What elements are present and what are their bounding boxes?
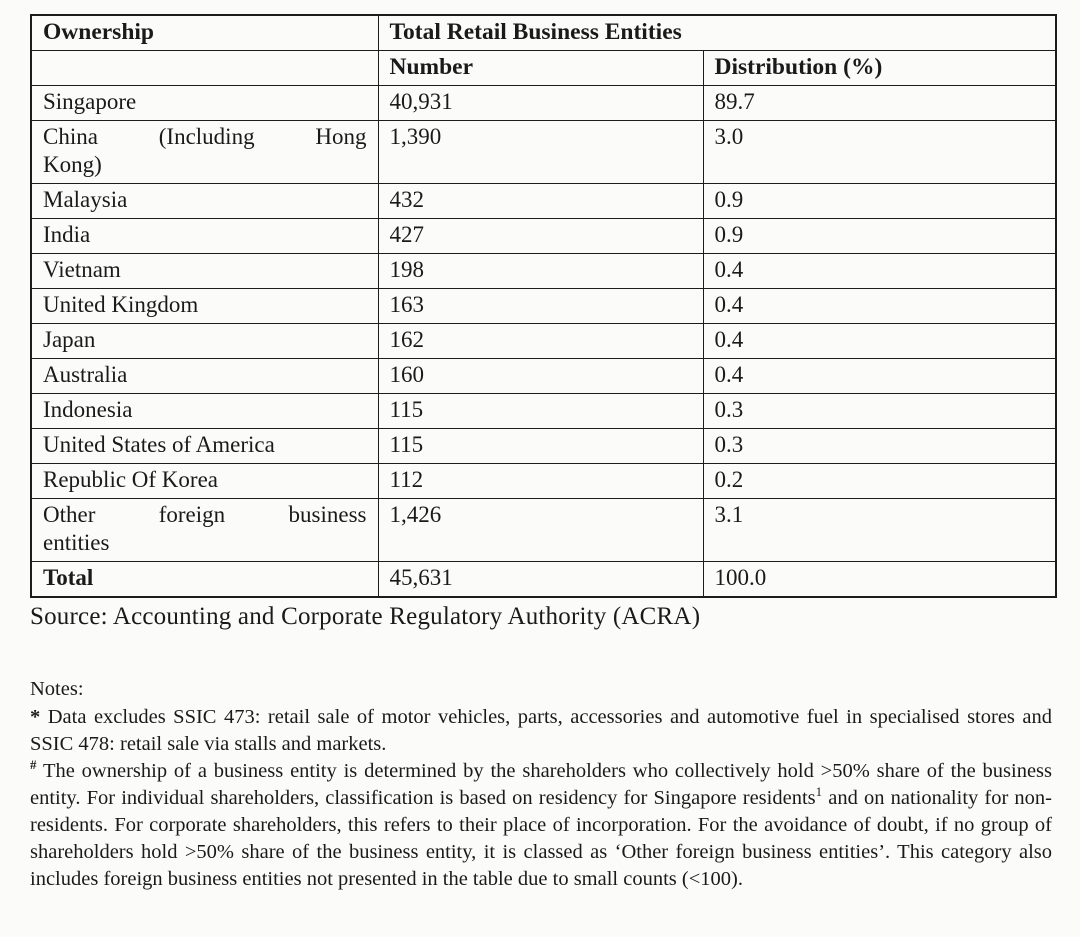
number-cell: 198 (377, 253, 704, 289)
table-row: United States of America 115 0.3 (30, 428, 1057, 464)
table-row: Republic Of Korea 112 0.2 (30, 463, 1057, 499)
ownership-cell: Vietnam (30, 253, 379, 289)
note-asterisk: * Data excludes SSIC 473: retail sale of… (30, 704, 1052, 758)
number-cell: 160 (377, 358, 704, 394)
table-header-row-sub: Number Distribution (%) (30, 50, 1057, 86)
ownership-cell: Indonesia (30, 393, 379, 429)
number-cell: 40,931 (377, 85, 704, 121)
table-row: India 427 0.9 (30, 218, 1057, 254)
source-line: Source: Accounting and Corporate Regulat… (30, 603, 701, 630)
table-header-row-top: Ownership Total Retail Business Entities (30, 14, 1057, 51)
ownership-cell: Other foreign business entities (30, 498, 379, 562)
asterisk-marker: * (30, 706, 41, 728)
ownership-cell: United Kingdom (30, 288, 379, 324)
distribution-cell: 0.2 (702, 463, 1057, 499)
notes-section: Notes: * Data excludes SSIC 473: retail … (30, 676, 1052, 893)
distribution-cell: 0.4 (702, 288, 1057, 324)
table-row: China (Including Hong Kong) 1,390 3.0 (30, 120, 1057, 184)
ownership-cell: United States of America (30, 428, 379, 464)
number-cell: 427 (377, 218, 704, 254)
distribution-cell: 0.3 (702, 428, 1057, 464)
ownership-cell: India (30, 218, 379, 254)
table-row: Indonesia 115 0.3 (30, 393, 1057, 429)
table-row: Singapore 40,931 89.7 (30, 85, 1057, 121)
number-cell: 115 (377, 428, 704, 464)
number-cell: 162 (377, 323, 704, 359)
ownership-header: Ownership (30, 14, 379, 51)
distribution-cell: 89.7 (702, 85, 1057, 121)
note-hash-text-part2: and on nationality for non-residents. Fo… (30, 787, 1052, 890)
distribution-cell: 0.4 (702, 253, 1057, 289)
number-cell: 115 (377, 393, 704, 429)
table-row: Malaysia 432 0.9 (30, 183, 1057, 219)
footnote-superscript: 1 (815, 784, 823, 800)
table-row: Australia 160 0.4 (30, 358, 1057, 394)
ownership-cell: Australia (30, 358, 379, 394)
empty-header-cell (30, 50, 379, 86)
total-distribution-cell: 100.0 (702, 561, 1057, 598)
distribution-cell: 0.3 (702, 393, 1057, 429)
number-cell: 112 (377, 463, 704, 499)
table-row: Other foreign business entities 1,426 3.… (30, 498, 1057, 562)
total-label-cell: Total (30, 561, 379, 598)
notes-heading: Notes: (30, 678, 84, 700)
note-hash: # The ownership of a business entity is … (30, 758, 1052, 893)
distribution-cell: 0.9 (702, 183, 1057, 219)
table-row: Vietnam 198 0.4 (30, 253, 1057, 289)
distribution-cell: 3.0 (702, 120, 1057, 184)
ownership-cell: China (Including Hong Kong) (30, 120, 379, 184)
hash-marker: # (30, 757, 37, 773)
note-asterisk-text: Data excludes SSIC 473: retail sale of m… (30, 706, 1052, 755)
distribution-header: Distribution (%) (702, 50, 1057, 86)
table-row: United Kingdom 163 0.4 (30, 288, 1057, 324)
ownership-cell: Singapore (30, 85, 379, 121)
group-header: Total Retail Business Entities (377, 14, 1057, 51)
distribution-cell: 3.1 (702, 498, 1057, 562)
distribution-cell: 0.9 (702, 218, 1057, 254)
ownership-cell: Malaysia (30, 183, 379, 219)
number-cell: 432 (377, 183, 704, 219)
number-cell: 163 (377, 288, 704, 324)
table-total-row: Total 45,631 100.0 (30, 561, 1057, 598)
distribution-cell: 0.4 (702, 358, 1057, 394)
ownership-cell: Japan (30, 323, 379, 359)
table-row: Japan 162 0.4 (30, 323, 1057, 359)
number-cell: 1,390 (377, 120, 704, 184)
total-number-cell: 45,631 (377, 561, 704, 598)
retail-entities-table: Ownership Total Retail Business Entities… (30, 14, 1057, 598)
ownership-cell: Republic Of Korea (30, 463, 379, 499)
note-hash-text-part1: The ownership of a business entity is de… (30, 760, 1052, 809)
number-header: Number (377, 50, 704, 86)
number-cell: 1,426 (377, 498, 704, 562)
distribution-cell: 0.4 (702, 323, 1057, 359)
